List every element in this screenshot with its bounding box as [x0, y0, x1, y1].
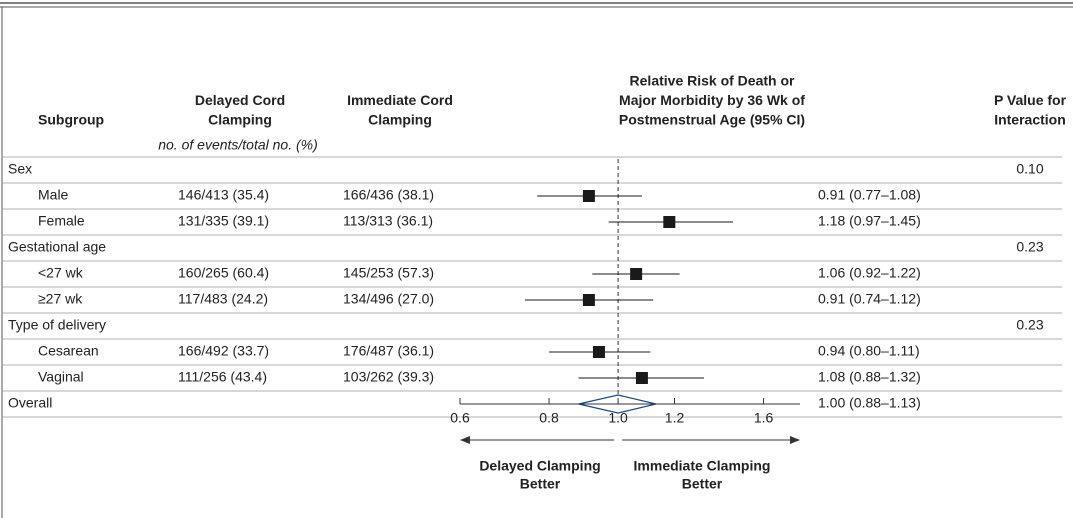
column-header: P Value for	[994, 92, 1067, 108]
p-value: 0.10	[1016, 161, 1043, 177]
column-header: Clamping	[208, 112, 272, 128]
delayed-cell: 111/256 (43.4)	[178, 369, 267, 385]
point-estimate	[582, 294, 595, 306]
x-tick-label: 1.2	[665, 410, 685, 426]
x-tick-label: 0.6	[450, 410, 470, 426]
row-label: ≥27 wk	[38, 291, 83, 307]
delayed-cell: 160/265 (60.4)	[178, 265, 269, 281]
delayed-cell: 166/492 (33.7)	[178, 343, 269, 359]
row-label: Cesarean	[38, 343, 99, 359]
column-header: Relative Risk of Death or	[630, 73, 795, 89]
ci-label: 1.18 (0.97–1.45)	[818, 213, 921, 229]
column-header: Postmenstrual Age (95% CI)	[619, 112, 805, 128]
x-tick-label: 0.8	[539, 410, 559, 426]
immediate-cell: 103/262 (39.3)	[343, 369, 434, 385]
ci-label: 0.94 (0.80–1.11)	[818, 343, 920, 359]
delayed-cell: 117/483 (24.2)	[178, 291, 268, 307]
point-estimate	[635, 372, 648, 384]
column-header: Immediate Cord	[347, 92, 453, 108]
row-label: Male	[38, 187, 69, 203]
arrowhead-right	[790, 436, 800, 444]
x-tick-label: 1.0	[608, 410, 628, 426]
row-label: <27 wk	[38, 265, 84, 281]
ci-label: 1.00 (0.88–1.13)	[818, 395, 921, 411]
immediate-cell: 166/436 (38.1)	[343, 187, 434, 203]
point-estimate	[592, 346, 605, 358]
ci-label: 1.08 (0.88–1.32)	[818, 369, 921, 385]
column-header: Subgroup	[38, 112, 104, 128]
immediate-cell: 176/487 (36.1)	[343, 343, 434, 359]
delayed-cell: 146/413 (35.4)	[178, 187, 269, 203]
row-label: Type of delivery	[8, 317, 106, 333]
point-estimate	[663, 216, 676, 228]
row-label: Gestational age	[8, 239, 106, 255]
delayed-cell: 131/335 (39.1)	[178, 213, 269, 229]
x-tick-label: 1.6	[754, 410, 774, 426]
column-header: Interaction	[994, 112, 1066, 128]
direction-label: Delayed Clamping	[479, 458, 600, 474]
ci-label: 0.91 (0.74–1.12)	[818, 291, 921, 307]
p-value: 0.23	[1016, 317, 1043, 333]
row-label: Vaginal	[38, 369, 84, 385]
row-label: Sex	[8, 161, 32, 177]
p-value: 0.23	[1016, 239, 1043, 255]
immediate-cell: 145/253 (57.3)	[343, 265, 434, 281]
column-header: Clamping	[368, 112, 432, 128]
row-label: Female	[38, 213, 85, 229]
immediate-cell: 134/496 (27.0)	[343, 291, 434, 307]
column-header: Delayed Cord	[195, 92, 285, 108]
immediate-cell: 113/313 (36.1)	[343, 213, 433, 229]
arrowhead-left	[460, 436, 470, 444]
direction-label: Better	[682, 476, 723, 492]
direction-label: Immediate Clamping	[634, 458, 771, 474]
direction-label: Better	[520, 476, 561, 492]
ci-label: 0.91 (0.77–1.08)	[818, 187, 921, 203]
column-header: Major Morbidity by 36 Wk of	[619, 92, 805, 108]
ci-label: 1.06 (0.92–1.22)	[818, 265, 921, 281]
point-estimate	[582, 190, 595, 202]
row-label: Overall	[8, 395, 52, 411]
subheader: no. of events/total no. (%)	[158, 137, 318, 153]
point-estimate	[630, 268, 643, 280]
